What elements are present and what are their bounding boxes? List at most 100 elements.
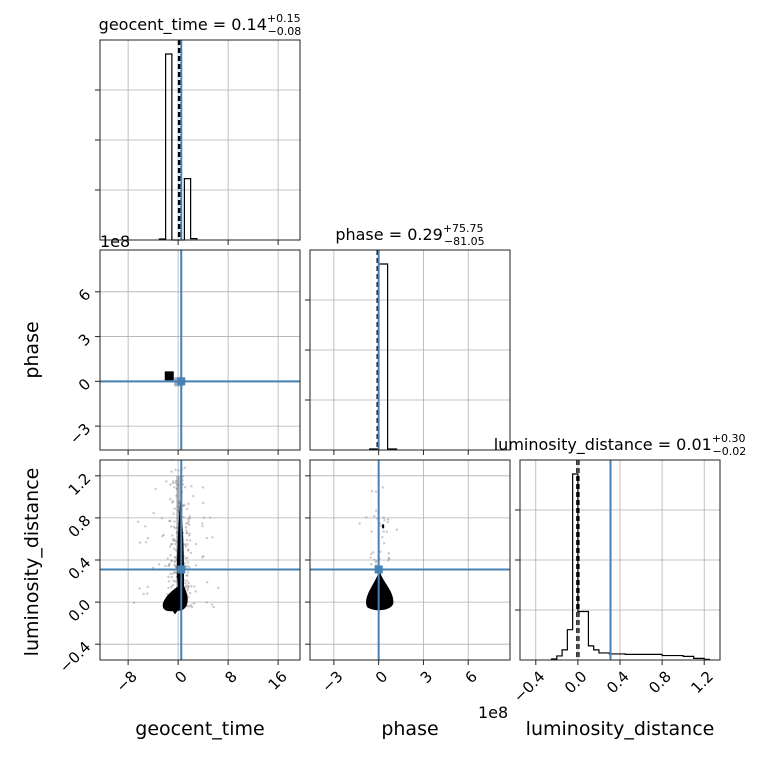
sample-point: [174, 580, 177, 583]
sample-point: [185, 531, 189, 535]
scatter-group-0-1: [100, 371, 300, 387]
sample-point: [174, 479, 178, 483]
scatter-group-0-2: [132, 394, 220, 615]
histogram-luminosity_distance: [550, 473, 711, 660]
sample-point: [170, 559, 173, 562]
panel-frame-2-2: [519, 459, 721, 661]
xtick-label-geocent_time: −8: [112, 668, 140, 696]
panel-title-geocent_time: geocent_time = 0.14+0.15 −0.08: [99, 12, 302, 38]
sample-point: [132, 601, 136, 604]
sample-point: [188, 566, 191, 569]
sample-point: [174, 481, 177, 485]
sample-point: [174, 565, 178, 569]
phase-yaxis-offset-label: 1e8: [100, 232, 130, 251]
sample-point: [175, 531, 179, 534]
sample-point: [173, 507, 176, 510]
sample-point: [146, 585, 149, 589]
sample-point: [201, 486, 205, 489]
sample-point: [186, 589, 189, 592]
sample-point: [188, 532, 191, 535]
xaxis-label-phase: phase: [381, 718, 438, 740]
sample-point: [183, 394, 185, 396]
sample-point: [177, 501, 181, 505]
sample-point: [387, 552, 390, 555]
panel-frame-1-2: [309, 459, 511, 661]
xtick-label-luminosity_distance: 0.8: [645, 668, 675, 698]
title-main-luminosity_distance: luminosity_distance = 0.01: [494, 435, 712, 455]
panel-title-luminosity_distance: luminosity_distance = 0.01+0.30 −0.02: [494, 432, 747, 458]
sample-point: [175, 430, 177, 432]
density-square: [378, 601, 387, 610]
xaxis-label-luminosity-distance: luminosity_distance: [526, 718, 715, 740]
sample-point: [184, 543, 187, 546]
sample-point: [188, 591, 192, 595]
sample-point: [175, 428, 177, 430]
sample-point: [382, 530, 385, 533]
sample-point: [185, 574, 188, 577]
sample-point: [186, 561, 189, 564]
sample-point: [167, 564, 170, 568]
sample-point: [381, 536, 384, 539]
sample-point: [188, 517, 191, 520]
sample-point: [171, 481, 175, 485]
sample-point: [187, 502, 190, 506]
sample-point: [192, 602, 196, 605]
sample-point: [185, 522, 188, 525]
sample-point: [177, 469, 180, 472]
ytick-label-luminosity_distance: 1.2: [65, 469, 95, 499]
sample-point: [370, 490, 374, 493]
ytick-label-luminosity_distance: 0.8: [65, 512, 95, 542]
sample-point: [187, 586, 190, 589]
sample-point: [382, 542, 386, 545]
sample-point: [184, 557, 187, 560]
sample-point: [171, 572, 175, 575]
sample-point: [184, 566, 188, 569]
sample-point: [174, 526, 177, 530]
sample-point: [175, 494, 178, 498]
sample-point: [174, 539, 177, 543]
sample-point: [136, 520, 140, 523]
sample-point: [201, 522, 204, 525]
sample-point: [185, 507, 189, 511]
sample-point: [173, 570, 176, 574]
yaxis-label-phase: phase: [21, 321, 43, 378]
sample-point: [185, 579, 189, 582]
sample-point: [175, 566, 178, 569]
sample-point: [146, 592, 149, 595]
sample-point: [173, 538, 176, 541]
sample-point: [152, 511, 155, 515]
sample-point: [373, 514, 376, 518]
yaxis-label-luminosity-distance: luminosity_distance: [21, 468, 43, 657]
sample-point: [166, 557, 169, 560]
sample-point: [187, 519, 190, 523]
sample-point: [190, 584, 193, 588]
sample-point: [205, 536, 208, 540]
sample-point: [170, 559, 173, 563]
title-plus-geocent_time: +0.15: [267, 12, 301, 25]
sample-point: [172, 539, 175, 542]
sample-point: [165, 480, 168, 483]
sample-point: [187, 534, 191, 537]
sample-point: [183, 466, 187, 470]
sample-point: [188, 523, 191, 526]
sample-point: [371, 551, 375, 554]
sample-point: [188, 605, 192, 608]
sample-point: [158, 563, 161, 566]
sample-point: [183, 585, 187, 588]
sample-point: [387, 559, 390, 562]
sample-point: [176, 483, 180, 486]
sample-point: [171, 534, 174, 537]
title-minus-luminosity_distance: −0.02: [713, 445, 747, 458]
sample-point: [138, 541, 142, 544]
sample-point: [182, 504, 185, 508]
sample-point: [168, 545, 172, 548]
sample-point: [185, 584, 189, 587]
panel-frame-1-1: [309, 249, 511, 451]
sample-point: [167, 580, 171, 583]
ytick-label-luminosity_distance: 0.4: [65, 554, 95, 584]
truth-marker-0-1: [177, 377, 186, 386]
sample-point: [373, 558, 376, 561]
panel-title-phase: phase = 0.29+75.75 −81.05: [335, 222, 484, 248]
sample-point: [170, 543, 173, 546]
sample-point: [183, 486, 187, 489]
